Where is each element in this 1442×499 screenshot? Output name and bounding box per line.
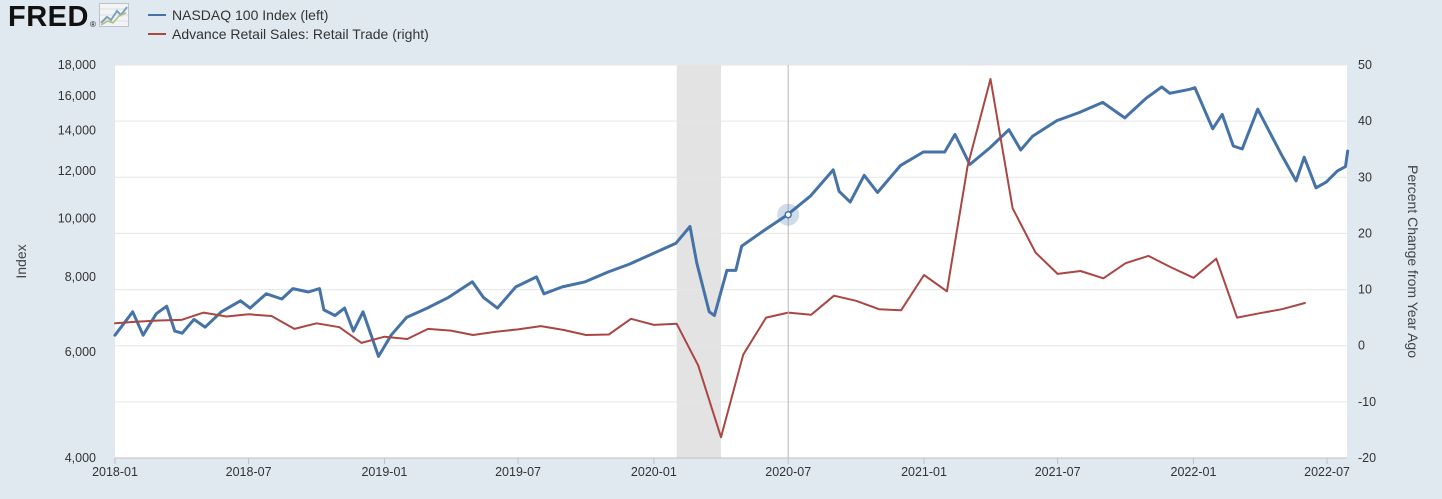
- left-tick-label: 14,000: [58, 124, 96, 138]
- plot-area: [115, 65, 1347, 458]
- x-tick-label: 2020-01: [631, 465, 677, 479]
- x-tick-label: 2018-07: [226, 465, 272, 479]
- x-tick-label: 2019-01: [361, 465, 407, 479]
- recession-shading: [676, 65, 722, 458]
- left-tick-label: 8,000: [65, 270, 96, 284]
- legend-swatch: [148, 32, 166, 35]
- right-tick-label: -10: [1358, 395, 1376, 409]
- retail-sales-series-line[interactable]: [114, 78, 1306, 439]
- x-tick-label: 2022-07: [1304, 465, 1350, 479]
- legend-swatch: [148, 13, 166, 16]
- left-tick-label: 6,000: [65, 345, 96, 359]
- chart-header: FRED ® NASDAQ 100 Index (left) Advance Re…: [0, 0, 1442, 52]
- legend-item[interactable]: Advance Retail Sales: Retail Trade (righ…: [148, 24, 429, 43]
- left-tick-label: 10,000: [58, 212, 96, 226]
- right-tick-label: 30: [1358, 170, 1372, 184]
- fred-logo[interactable]: FRED ®: [8, 3, 129, 32]
- nasdaq-series-line[interactable]: [113, 85, 1350, 358]
- legend-label: Advance Retail Sales: Retail Trade (righ…: [172, 25, 429, 42]
- legend-label: NASDAQ 100 Index (left): [172, 6, 329, 23]
- x-tick-label: 2019-07: [495, 465, 541, 479]
- right-tick-label: 10: [1358, 283, 1372, 297]
- legend-item[interactable]: NASDAQ 100 Index (left): [148, 5, 429, 24]
- chart-legend: NASDAQ 100 Index (left) Advance Retail Sa…: [148, 5, 429, 43]
- right-tick-label: 50: [1358, 58, 1372, 72]
- fred-logo-text: FRED: [8, 1, 89, 33]
- x-tick-label: 2021-07: [1035, 465, 1081, 479]
- x-tick-label: 2020-07: [765, 465, 811, 479]
- x-tick-label: 2018-01: [92, 465, 138, 479]
- left-tick-label: 18,000: [58, 58, 96, 72]
- fred-graph-icon: [98, 3, 129, 32]
- left-tick-label: 16,000: [58, 89, 96, 103]
- left-tick-label: 12,000: [58, 164, 96, 178]
- hover-marker: [784, 210, 792, 219]
- left-axis-title: Index: [13, 244, 29, 278]
- x-tick-label: 2022-01: [1171, 465, 1217, 479]
- x-tick-label: 2021-01: [901, 465, 947, 479]
- fred-logo-registered: ®: [89, 20, 96, 29]
- right-tick-label: 0: [1358, 339, 1365, 353]
- right-axis-title: Percent Change from Year Ago: [1405, 165, 1421, 358]
- right-tick-label: -20: [1358, 451, 1376, 465]
- right-tick-label: 40: [1358, 114, 1372, 128]
- right-tick-label: 20: [1358, 226, 1372, 240]
- left-tick-label: 4,000: [65, 451, 96, 465]
